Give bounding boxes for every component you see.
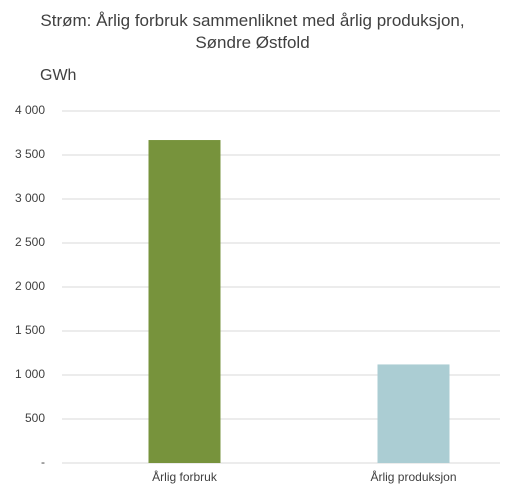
chart-title: Strøm: Årlig forbruk sammenliknet med år… (40, 11, 465, 52)
y-axis-label: GWh (40, 67, 76, 84)
x-tick-label: Årlig forbruk (152, 469, 218, 484)
y-tick-label: 1 500 (15, 323, 45, 337)
bar (377, 364, 450, 463)
x-tick-label: Årlig produksjon (370, 469, 456, 484)
y-tick-label: 500 (25, 411, 45, 425)
y-tick-label: 3 500 (15, 147, 45, 161)
y-tick-label: 4 000 (15, 103, 45, 117)
y-tick-label: - (41, 455, 45, 469)
y-tick-label: 2 500 (15, 235, 45, 249)
bar (148, 140, 221, 464)
y-tick-label: 2 000 (15, 279, 45, 293)
y-tick-label: 3 000 (15, 191, 45, 205)
y-tick-label: 1 000 (15, 367, 45, 381)
